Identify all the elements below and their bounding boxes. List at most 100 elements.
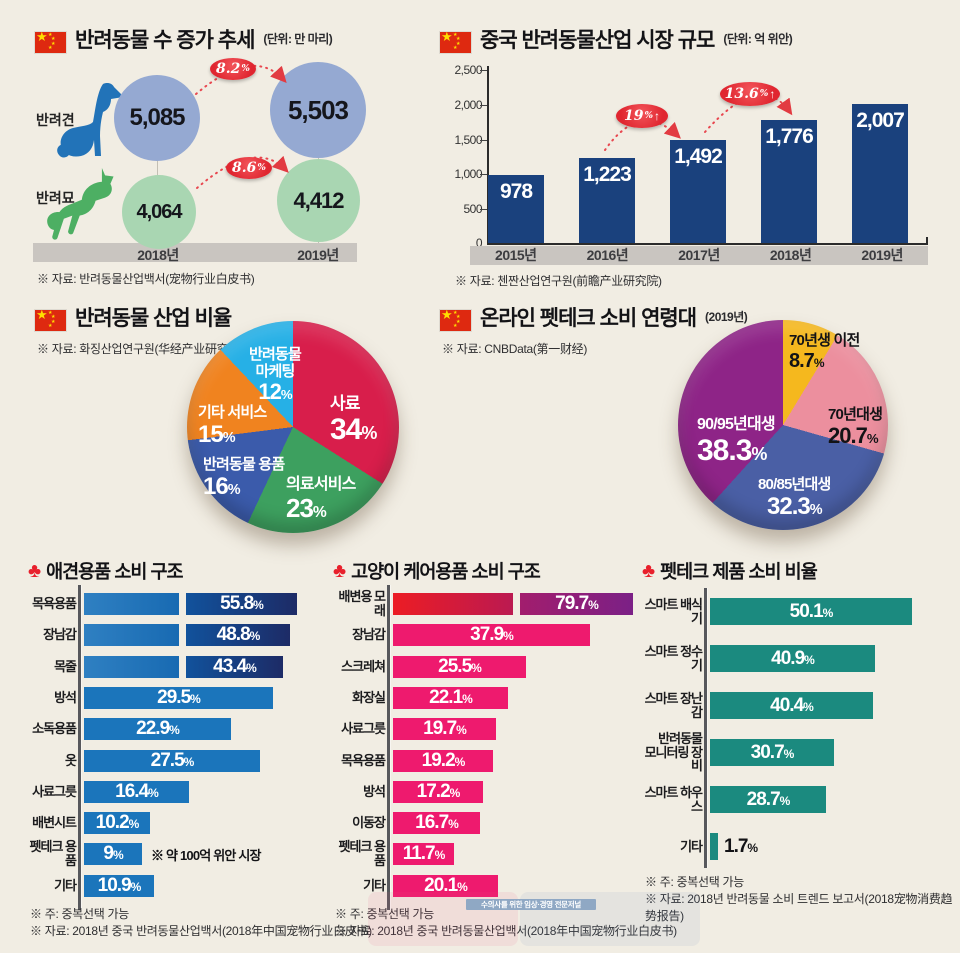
industry-pie <box>187 321 399 533</box>
bar: 20.1% <box>393 875 498 897</box>
bar-row: 스마트 장난감 40.4% <box>640 691 873 719</box>
year-label: 2016년 <box>586 247 629 263</box>
bar-2017: 1,492 <box>670 140 726 243</box>
bar: 27.5% <box>84 750 260 772</box>
chart-axis <box>704 588 707 868</box>
bar-2015: 978 <box>488 175 544 243</box>
bar: 79.7% <box>393 593 633 615</box>
bar-row: 목욕용품 55.8% <box>24 593 297 615</box>
bar-2016: 1,223 <box>579 158 635 243</box>
bar-row: 스마트 배식기 50.1% <box>640 597 912 625</box>
chart-axis <box>387 585 390 910</box>
cat-growth-badge: 8.6% <box>226 157 272 179</box>
bar-row: 사료그릇 16.4% <box>24 781 189 803</box>
pie-slice-label: 반려동물 마케팅 12% <box>248 345 302 405</box>
cat-row-label: 반려묘 <box>36 190 75 206</box>
age-pie-unit: (2019년) <box>705 310 748 324</box>
china-flag-icon: ★ ★ ★ ★ ★ <box>440 308 471 331</box>
club-icon: ♣ <box>642 559 655 582</box>
dog-icon <box>57 83 122 158</box>
bar-row: 방석 17.2% <box>330 781 483 803</box>
dog-goods-note: ※ 주: 중복선택 가능 <box>30 907 130 921</box>
bar-row: 기타 20.1% <box>330 875 498 897</box>
cat-goods-chart: 배변용 모래 79.7% 장남감 37.9% 스크레쳐 25.5% 화장실 22… <box>330 585 635 910</box>
cat-goods-title: ♣ 고양이 케어용품 소비 구조 <box>333 559 541 583</box>
bar: 30.7% <box>710 739 834 766</box>
bar: 11.7% <box>393 843 454 865</box>
industry-pie-header: ★ ★ ★ ★ ★ 반려동물 산업 비율 <box>35 307 232 331</box>
bar-value-outside: 1.7% <box>724 835 758 857</box>
year-label: 2015년 <box>495 247 537 263</box>
y-tick-label: 1,000 <box>454 167 482 181</box>
year-label: 2019년 <box>861 247 903 263</box>
bar: 17.2% <box>393 781 483 803</box>
china-flag-icon: ★ ★ ★ ★ ★ <box>35 30 66 53</box>
year-label: 2019년 <box>297 247 339 263</box>
dog-goods-source: ※ 자료: 2018년 중국 반려동물산업백서(2018年中国宠物行业白皮书) <box>30 924 372 938</box>
bar: 16.7% <box>393 812 480 834</box>
bar-row: 사료그릇 19.7% <box>330 718 496 740</box>
bar: 22.9% <box>84 718 231 740</box>
club-icon: ♣ <box>333 559 346 582</box>
age-pie <box>678 320 888 530</box>
market-unit: (단위: 억 위안) <box>723 32 793 46</box>
x-axis <box>487 243 928 245</box>
market-title: 중국 반려동물산업 시장 규모 <box>480 29 715 52</box>
pie-slice-label: 90/95년대생 38.3% <box>697 415 776 467</box>
bar-row: 스마트 정수기 40.9% <box>640 644 875 672</box>
year-label: 2018년 <box>769 247 812 263</box>
pettech-chart: 스마트 배식기 50.1% 스마트 정수기 40.9% 스마트 장난감 40.4… <box>640 588 958 868</box>
china-flag-icon: ★ ★ ★ ★ ★ <box>440 30 471 53</box>
pie-slice-label: 70년생 이전 8.7% <box>789 331 860 372</box>
y-tick-label: 2,500 <box>454 63 482 77</box>
bar: 37.9% <box>393 624 590 646</box>
pie-slice-label: 의료서비스 23% <box>286 475 356 523</box>
market-year-strip: 2015년 2016년 2017년 2018년 2019년 <box>470 246 928 265</box>
year-label: 2018년 <box>137 247 179 263</box>
bar: 19.7% <box>393 718 496 740</box>
bar: 19.2% <box>393 750 493 772</box>
growth-unit: (단위: 만 마리) <box>263 32 333 46</box>
bar-row: 기타 1.7% <box>640 833 758 860</box>
bar: 10.2% <box>84 812 150 834</box>
y-tick-label: 500 <box>463 202 482 216</box>
y-tick-label: 0 <box>475 236 483 250</box>
bar-row: 이동장 16.7% <box>330 812 480 834</box>
industry-pie-title: 반려동물 산업 비율 <box>75 307 232 330</box>
bar: 40.9% <box>710 645 875 672</box>
bar: 50.1% <box>710 598 912 625</box>
bar-row: 배변시트 10.2% <box>24 812 150 834</box>
bar-annotation: ※ 약 100억 위안 시장 <box>151 847 262 863</box>
dog-goods-chart: 목욕용품 55.8% 장남감 48.8% 목줄 43.4% 방석 29.5% <box>24 585 326 910</box>
x-axis-end-tick <box>926 237 928 243</box>
pie-slice-label: 80/85년대생 32.3% <box>758 475 831 520</box>
bar: 48.8% <box>84 624 290 646</box>
bubble-dog-2019: 5,503 <box>270 62 366 158</box>
chart-axis <box>78 585 81 910</box>
bar-row: 목줄 43.4% <box>24 656 283 678</box>
pie-slice-label: 반려동물 용품 16% <box>203 455 285 500</box>
bar-row: 펫테크 용품 9% ※ 약 100억 위안 시장 <box>29 839 262 868</box>
bar-2018: 1,776 <box>761 120 817 243</box>
cat-goods-note: ※ 주: 중복선택 가능 <box>335 907 435 921</box>
bar: 28.7% <box>710 786 826 813</box>
y-tick-label: 2,000 <box>454 98 482 112</box>
growth-year-strip <box>33 243 357 262</box>
industry-pie-source: ※ 자료: 화징산업연구원(华经产业研究院) <box>37 342 244 356</box>
cat-icon <box>47 168 114 240</box>
age-pie-source: ※ 자료: CNBData(第一财经) <box>442 342 588 356</box>
age-pie-header: ★ ★ ★ ★ ★ 온라인 펫테크 소비 연령대 (2019년) <box>440 307 748 331</box>
pettech-source: ※ 자료: 2018년 반려동물 소비 트렌드 보고서(2018宠物消费趋势报告… <box>645 892 953 923</box>
bar-row: 방석 29.5% <box>24 687 273 709</box>
year-label: 2017년 <box>678 247 720 263</box>
bar-row: 장남감 48.8% <box>24 624 290 646</box>
pettech-note: ※ 주: 중복선택 가능 <box>645 875 745 889</box>
y-axis <box>487 66 489 245</box>
pie-slice-label: 70년대생 20.7% <box>828 405 883 448</box>
pie-slice-label: 사료 34% <box>330 394 377 447</box>
market-section-header: ★ ★ ★ ★ ★ 중국 반려동물산업 시장 규모 (단위: 억 위안) <box>440 29 793 53</box>
bar-row: 스크레쳐 25.5% <box>330 656 526 678</box>
bar: 10.9% <box>84 875 154 897</box>
bar: 22.1% <box>393 687 508 709</box>
